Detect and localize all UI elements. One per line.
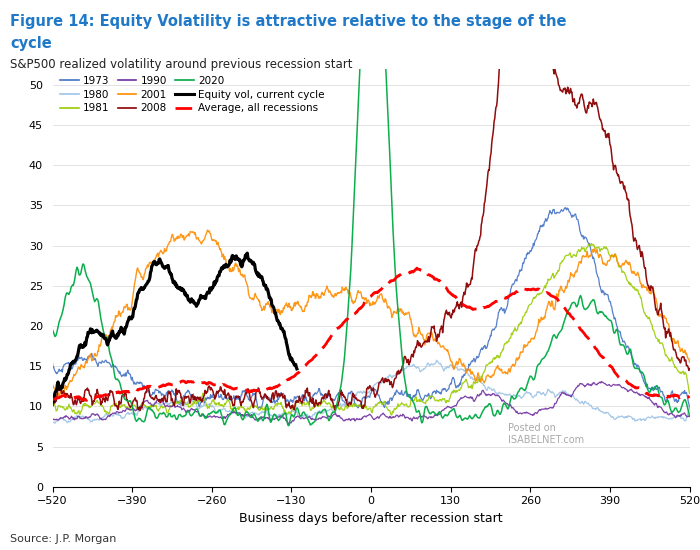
Text: cycle: cycle xyxy=(10,36,52,51)
Text: Source: J.P. Morgan: Source: J.P. Morgan xyxy=(10,535,117,544)
Text: Figure 14: Equity Volatility is attractive relative to the stage of the: Figure 14: Equity Volatility is attracti… xyxy=(10,14,567,29)
Legend: 1973, 1980, 1981, 1990, 2001, 2008, 2020, Equity vol, current cycle, Average, al: 1973, 1980, 1981, 1990, 2001, 2008, 2020… xyxy=(57,74,327,116)
X-axis label: Business days before/after recession start: Business days before/after recession sta… xyxy=(239,512,503,525)
Text: S&P500 realized volatility around previous recession start: S&P500 realized volatility around previo… xyxy=(10,58,353,71)
Text: Posted on
ISABELNET.com: Posted on ISABELNET.com xyxy=(508,424,584,445)
